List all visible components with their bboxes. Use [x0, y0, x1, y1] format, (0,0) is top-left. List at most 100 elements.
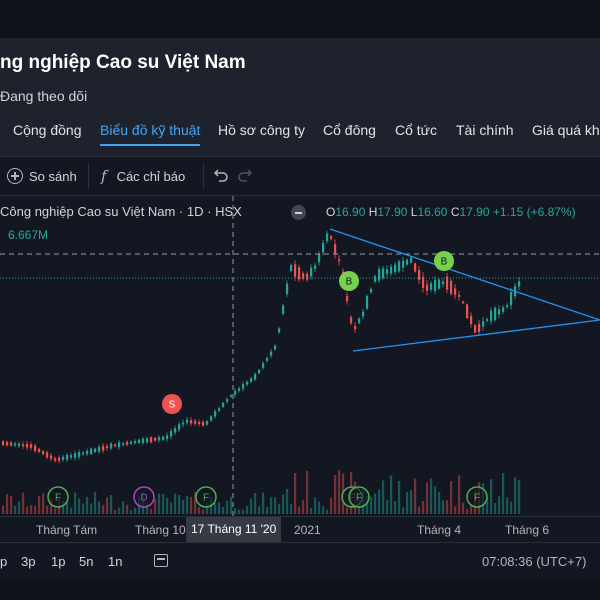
close-label: C: [450, 205, 460, 219]
range-button[interactable]: 3p: [21, 554, 36, 569]
range-button[interactable]: 5n: [79, 554, 94, 569]
candle: [278, 328, 281, 333]
sell-marker[interactable]: S: [162, 394, 182, 414]
tab-price-history[interactable]: Giá quá khứ: [532, 122, 600, 138]
candle: [178, 424, 181, 430]
volume-value: 6.667M: [8, 228, 49, 242]
event-marker[interactable]: D: [133, 486, 155, 508]
time-label: Tháng 10: [135, 523, 186, 537]
redo-button[interactable]: [237, 157, 255, 195]
tab-dividends[interactable]: Cổ tức: [395, 122, 438, 138]
tab-technical-chart[interactable]: Biểu đồ kỹ thuật: [100, 122, 201, 146]
candle: [354, 325, 357, 330]
compare-button[interactable]: So sánh: [7, 157, 77, 195]
plus-circle-icon: [7, 168, 23, 184]
volume-bar: [486, 496, 489, 514]
event-marker[interactable]: F: [466, 486, 488, 508]
volume-bar: [66, 502, 69, 514]
volume-bar: [226, 500, 229, 514]
volume-bar: [434, 486, 437, 514]
volume-bar: [102, 505, 105, 514]
candle: [294, 264, 297, 277]
candle: [198, 421, 201, 425]
candle: [418, 269, 421, 280]
range-button[interactable]: 1n: [108, 554, 123, 569]
volume-bar: [158, 493, 161, 514]
volume-bar: [418, 506, 421, 514]
follow-status[interactable]: Đang theo dõi: [0, 88, 88, 104]
calendar-icon[interactable]: [154, 554, 168, 567]
candle: [446, 276, 449, 290]
time-axis[interactable]: Tháng Tám Tháng 10 17 Tháng 11 '20 2021 …: [0, 516, 600, 542]
candle: [18, 443, 21, 446]
candle: [162, 436, 165, 440]
volume-bar: [2, 505, 5, 514]
volume-bar: [374, 493, 377, 514]
volume-bar: [454, 506, 457, 514]
range-button[interactable]: 1p: [51, 554, 66, 569]
tab-shareholders[interactable]: Cổ đông: [323, 122, 376, 138]
candle: [134, 441, 137, 443]
buy-marker[interactable]: B: [434, 251, 454, 271]
candle: [314, 265, 317, 269]
volume-bar: [110, 495, 113, 514]
candle: [382, 268, 385, 278]
volume-bar: [74, 492, 77, 514]
candle: [250, 378, 253, 382]
collapse-legend-button[interactable]: [291, 205, 306, 220]
tab-community[interactable]: Cộng đồng: [13, 122, 82, 138]
marker-label: F: [356, 493, 362, 504]
marker-label: F: [203, 493, 209, 504]
range-button[interactable]: p: [0, 554, 8, 569]
volume-bar: [198, 506, 201, 514]
candle: [14, 443, 17, 446]
compare-label: So sánh: [29, 168, 77, 184]
candle: [262, 363, 265, 368]
event-marker[interactable]: F: [348, 486, 370, 508]
candle: [90, 448, 93, 454]
volume-bar: [178, 495, 181, 514]
candle: [326, 233, 329, 241]
candle: [30, 444, 33, 448]
chart-legend: Công nghiệp Cao su Việt Nam · 1D · HSX: [0, 204, 242, 219]
candle: [102, 445, 105, 451]
volume-bar: [346, 507, 349, 514]
volume-bar: [234, 508, 237, 514]
time-label: Tháng 6: [505, 523, 550, 537]
candle: [434, 279, 437, 291]
candle: [450, 280, 453, 294]
volume-bar: [286, 488, 289, 514]
volume-bar: [26, 506, 29, 514]
candle: [286, 283, 289, 295]
candle: [94, 448, 97, 452]
candle: [390, 266, 393, 274]
volume-bar: [166, 497, 169, 514]
candle: [306, 273, 309, 280]
candle: [406, 259, 409, 265]
event-marker[interactable]: F: [47, 486, 69, 508]
triangle-lower-trendline[interactable]: [352, 319, 600, 352]
candle: [150, 437, 153, 443]
candle: [462, 301, 465, 304]
indicators-button[interactable]: f Các chỉ báo: [101, 157, 185, 195]
event-marker[interactable]: F: [195, 486, 217, 508]
candle: [518, 281, 521, 287]
undo-button[interactable]: [211, 157, 229, 195]
candle: [498, 309, 501, 315]
crosshair-date-label: 17 Tháng 11 '20: [186, 517, 282, 542]
candle: [10, 442, 13, 446]
volume-bar: [414, 478, 417, 514]
buy-marker[interactable]: B: [339, 271, 359, 291]
candle: [58, 457, 61, 461]
tab-financials[interactable]: Tài chính: [456, 122, 514, 138]
tab-company-profile[interactable]: Hồ sơ công ty: [218, 122, 305, 138]
price-chart[interactable]: BBSFDFFFF Công nghiệp Cao su Việt Nam · …: [0, 196, 600, 516]
candle: [330, 236, 333, 240]
candlestick-chart[interactable]: BBSFDFFFF: [0, 196, 600, 516]
candle: [186, 419, 189, 423]
triangle-upper-trendline[interactable]: [329, 228, 600, 321]
volume-bar: [410, 490, 413, 514]
volume-bar: [70, 507, 73, 514]
volume-bar: [506, 497, 509, 514]
volume-bar: [34, 505, 37, 514]
